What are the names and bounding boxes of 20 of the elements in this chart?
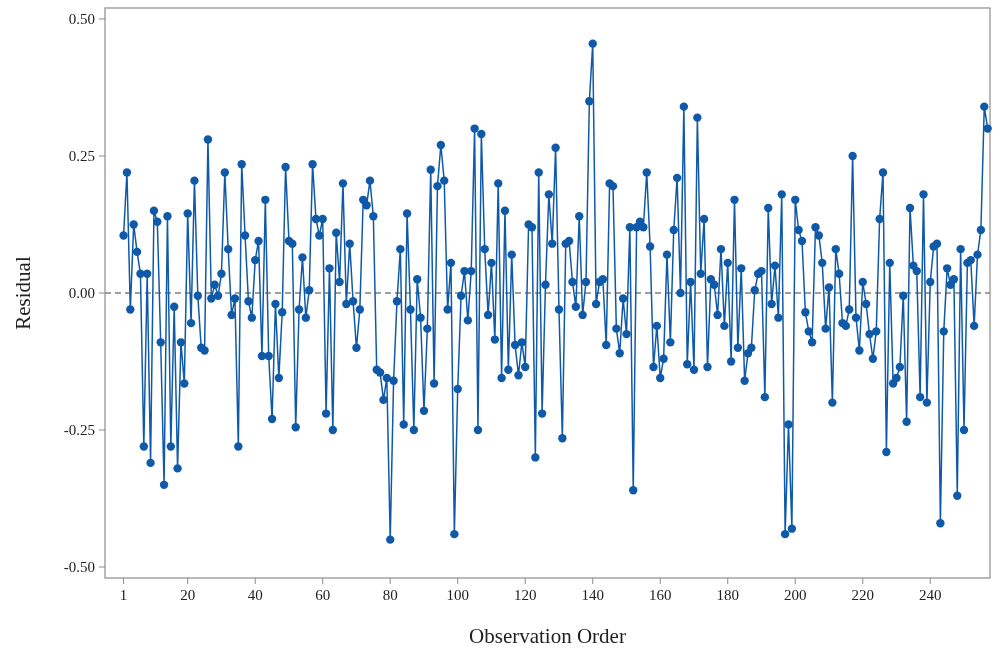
y-tick-label: -0.50 [63,559,95,576]
x-axis-title: Observation Order [469,624,626,648]
x-tick-label: 40 [247,587,263,603]
x-tick-label: 80 [382,587,398,603]
x-tick-label: 240 [919,587,942,603]
x-tick-label: 1 [119,587,128,603]
x-tick-label: 200 [784,587,807,603]
x-tick-label: 140 [581,587,604,603]
x-tick-label: 100 [446,587,469,603]
y-axis-title: Residual [11,256,35,330]
x-tick-label: 60 [315,587,331,603]
x-tick-label: 120 [513,587,537,603]
y-tick-label: 0.50 [68,10,95,27]
x-tick-label: 220 [851,587,874,603]
x-tick-label: 180 [716,587,739,603]
x-tick-label: 160 [648,587,672,603]
y-tick-label: -0.25 [63,422,95,439]
y-tick-label: 0.00 [68,285,95,301]
x-tick-label: 20 [180,587,196,603]
y-tick-label: 0.25 [68,147,95,164]
